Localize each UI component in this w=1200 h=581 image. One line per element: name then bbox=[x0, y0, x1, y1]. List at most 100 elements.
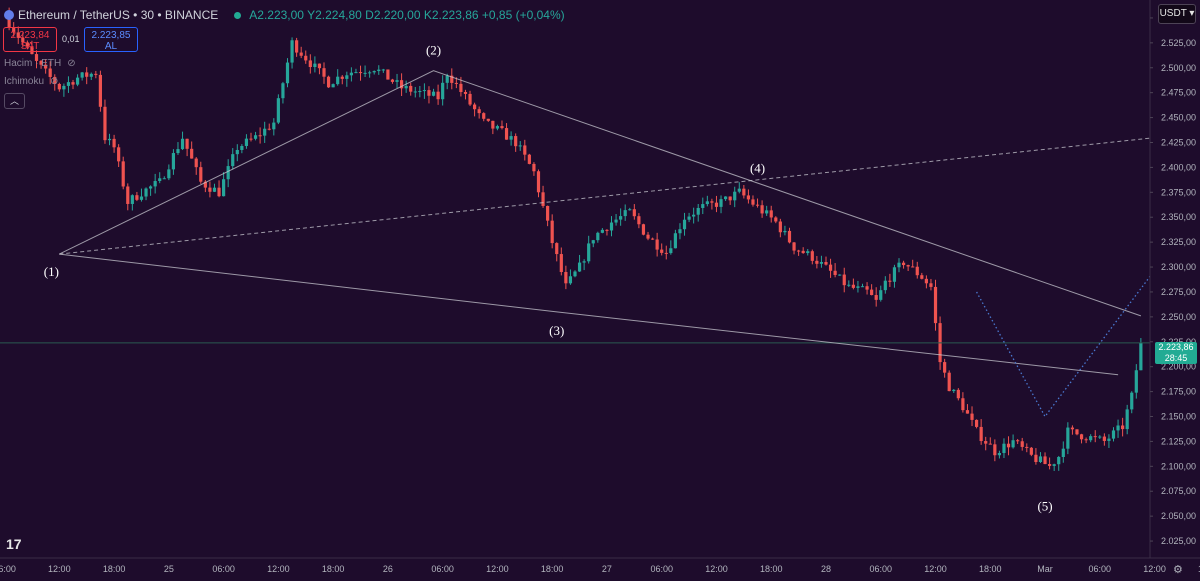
candle-body[interactable] bbox=[39, 60, 43, 65]
candle-body[interactable] bbox=[879, 290, 883, 300]
candle-body[interactable] bbox=[1066, 427, 1070, 449]
eye-off-icon[interactable]: ⊘ bbox=[67, 58, 76, 69]
candle-body[interactable] bbox=[555, 243, 559, 255]
candle-body[interactable] bbox=[682, 219, 687, 230]
candle-body[interactable] bbox=[317, 63, 322, 69]
candle-body[interactable] bbox=[646, 234, 650, 239]
candle-body[interactable] bbox=[1107, 438, 1111, 441]
candle-body[interactable] bbox=[418, 91, 422, 93]
currency-select[interactable]: USDT ▾ bbox=[1158, 4, 1196, 24]
candle-body[interactable] bbox=[833, 270, 837, 275]
candle-body[interactable] bbox=[1061, 448, 1065, 458]
symbol-title[interactable]: Ethereum / TetherUS • 30 • BINANCE bbox=[18, 8, 219, 22]
candle-body[interactable] bbox=[463, 91, 468, 94]
candle-body[interactable] bbox=[450, 75, 454, 83]
candle-body[interactable] bbox=[929, 283, 933, 287]
candle-body[interactable] bbox=[1038, 456, 1043, 463]
candle-body[interactable] bbox=[961, 398, 965, 411]
candle-body[interactable] bbox=[669, 248, 673, 254]
candle-body[interactable] bbox=[299, 52, 303, 56]
candle-body[interactable] bbox=[573, 271, 577, 277]
candle-body[interactable] bbox=[1016, 440, 1020, 442]
candle-body[interactable] bbox=[395, 80, 399, 82]
candle-body[interactable] bbox=[924, 278, 928, 284]
candle-body[interactable] bbox=[1116, 425, 1120, 431]
candle-body[interactable] bbox=[842, 274, 846, 286]
candle-body[interactable] bbox=[126, 186, 130, 204]
candle-body[interactable] bbox=[322, 68, 326, 77]
candle-body[interactable] bbox=[600, 229, 604, 233]
candle-body[interactable] bbox=[285, 62, 290, 84]
candle-body[interactable] bbox=[171, 153, 176, 170]
sell-button[interactable]: 2.223,84 SAT bbox=[3, 27, 57, 52]
candle-body[interactable] bbox=[760, 205, 764, 214]
candle-body[interactable] bbox=[222, 179, 226, 197]
candle-body[interactable] bbox=[819, 262, 824, 264]
indicator-volume[interactable]: Hacim · ETH ⊘ bbox=[4, 58, 76, 69]
candle-body[interactable] bbox=[180, 138, 185, 150]
candle-body[interactable] bbox=[468, 93, 472, 105]
candle-body[interactable] bbox=[454, 82, 458, 84]
candle-body[interactable] bbox=[75, 77, 80, 85]
candle-body[interactable] bbox=[1089, 436, 1093, 441]
candle-body[interactable] bbox=[710, 201, 714, 203]
candle-body[interactable] bbox=[158, 178, 162, 182]
buy-button[interactable]: 2.223,85 AL bbox=[84, 27, 138, 52]
candle-body[interactable] bbox=[769, 210, 773, 218]
candle-body[interactable] bbox=[194, 158, 198, 168]
candle-body[interactable] bbox=[728, 196, 732, 201]
candle-body[interactable] bbox=[650, 238, 655, 240]
candle-body[interactable] bbox=[290, 40, 294, 63]
candle-body[interactable] bbox=[906, 265, 910, 267]
candle-body[interactable] bbox=[103, 106, 107, 141]
candle-body[interactable] bbox=[787, 230, 792, 243]
candle-body[interactable] bbox=[874, 295, 878, 300]
candle-body[interactable] bbox=[714, 202, 719, 207]
candle-body[interactable] bbox=[363, 72, 367, 74]
candle-body[interactable] bbox=[997, 452, 1002, 456]
candle-body[interactable] bbox=[988, 443, 992, 445]
candle-body[interactable] bbox=[705, 201, 709, 205]
candle-body[interactable] bbox=[591, 240, 595, 244]
candle-body[interactable] bbox=[176, 149, 180, 154]
candle-body[interactable] bbox=[943, 362, 947, 373]
candle-body[interactable] bbox=[1002, 443, 1006, 453]
candle-body[interactable] bbox=[21, 37, 25, 43]
candle-body[interactable] bbox=[860, 286, 865, 288]
candle-body[interactable] bbox=[16, 32, 20, 38]
candle-body[interactable] bbox=[1052, 464, 1056, 466]
candle-body[interactable] bbox=[678, 229, 682, 234]
candle-body[interactable] bbox=[778, 221, 782, 233]
candle-body[interactable] bbox=[892, 267, 897, 282]
candle-body[interactable] bbox=[1139, 342, 1143, 371]
candle-body[interactable] bbox=[258, 135, 262, 137]
candle-body[interactable] bbox=[1043, 456, 1047, 465]
gear-icon[interactable]: ⚙ bbox=[1173, 564, 1183, 576]
candle-body[interactable] bbox=[755, 204, 760, 206]
candle-body[interactable] bbox=[208, 187, 212, 192]
candle-body[interactable] bbox=[276, 98, 280, 123]
candle-body[interactable] bbox=[587, 243, 591, 262]
candle-body[interactable] bbox=[336, 76, 340, 85]
candle-body[interactable] bbox=[235, 149, 239, 155]
candle-body[interactable] bbox=[723, 196, 728, 200]
candle-body[interactable] bbox=[345, 75, 349, 79]
candle-body[interactable] bbox=[98, 74, 102, 107]
candle-body[interactable] bbox=[185, 138, 189, 149]
candle-body[interactable] bbox=[144, 188, 148, 197]
candle-body[interactable] bbox=[473, 104, 477, 110]
candle-body[interactable] bbox=[970, 413, 974, 420]
candle-body[interactable] bbox=[911, 266, 915, 268]
candle-body[interactable] bbox=[673, 233, 677, 249]
candle-body[interactable] bbox=[518, 145, 522, 147]
candle-body[interactable] bbox=[349, 72, 353, 76]
candle-body[interactable] bbox=[368, 72, 372, 74]
candle-body[interactable] bbox=[609, 222, 614, 231]
candle-body[interactable] bbox=[792, 242, 796, 251]
candle-body[interactable] bbox=[390, 79, 395, 82]
candle-body[interactable] bbox=[495, 126, 500, 129]
candle-body[interactable] bbox=[527, 154, 531, 164]
candle-body[interactable] bbox=[482, 113, 486, 119]
candle-body[interactable] bbox=[746, 195, 751, 200]
